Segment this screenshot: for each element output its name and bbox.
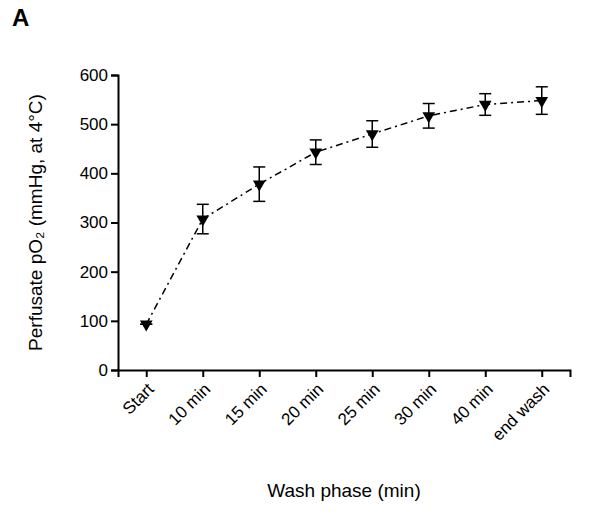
x-tick-mark (315, 370, 317, 377)
y-tick: 500 (80, 115, 118, 134)
x-tick: 10 min (165, 370, 215, 429)
data-point (535, 97, 548, 108)
error-bar (310, 140, 322, 165)
x-tick-mark (541, 370, 543, 377)
error-bar-cap (536, 86, 548, 88)
y-tick-mark (111, 222, 118, 224)
data-point (196, 215, 209, 226)
y-tick: 300 (80, 213, 118, 232)
x-tick-mark (146, 370, 148, 377)
y-tick-mark (111, 320, 118, 322)
y-tick-mark (111, 271, 118, 273)
data-point (253, 180, 266, 191)
x-tick-mark (259, 370, 261, 377)
error-bar-cap (366, 120, 378, 122)
x-tick-label: end wash (488, 380, 553, 445)
y-tick-label: 100 (80, 312, 108, 331)
chart: 0 100 200 300 400 500 600 Start10 min15 min20 m… (0, 0, 590, 523)
data-line (146, 101, 542, 325)
error-bar-cap (423, 127, 435, 129)
y-tick-mark (111, 124, 118, 126)
x-tick-label: 15 min (221, 380, 271, 430)
x-tick-label: 10 min (165, 380, 215, 430)
y-axis-title: Perfusate pO₂ (mmHg, at 4°C) (25, 94, 46, 351)
data-point (140, 321, 153, 332)
data-point (422, 112, 435, 123)
error-bar (197, 204, 209, 234)
x-tick-label: 25 min (334, 380, 384, 430)
error-bar (253, 167, 265, 201)
error-bar-cap (366, 147, 378, 149)
x-axis-line (119, 371, 571, 378)
y-tick-label: 500 (80, 115, 108, 134)
data-point (366, 130, 379, 141)
x-tick-label: 40 min (447, 380, 497, 430)
y-tick-mark (111, 75, 118, 77)
y-axis-line (111, 76, 119, 371)
x-tick: 30 min (391, 370, 441, 429)
y-tick-label: 300 (80, 213, 108, 232)
x-tick-mark (202, 370, 204, 377)
y-tick: 0 (99, 361, 118, 380)
data-point (479, 101, 492, 112)
error-bar-cap (423, 103, 435, 105)
y-tick-label: 200 (80, 263, 108, 282)
x-tick: 15 min (221, 370, 271, 429)
x-tick-mark (372, 370, 374, 377)
plot-area (140, 87, 548, 332)
data-point (309, 149, 322, 160)
error-bar (423, 104, 435, 129)
x-axis-title: Wash phase (min) (267, 480, 420, 501)
error-bar-cap (536, 114, 548, 116)
error-bar-cap (479, 93, 491, 95)
error-bar-cap (253, 201, 265, 203)
x-axis: Start10 min15 min20 min25 min30 min40 mi… (119, 370, 571, 444)
y-tick: 600 (80, 66, 118, 85)
x-tick-label: 30 min (391, 380, 441, 430)
x-tick-label: Start (119, 379, 158, 418)
error-bar-cap (479, 115, 491, 117)
x-tick: 25 min (334, 370, 384, 429)
error-bar-cap (197, 233, 209, 235)
error-bar-cap (310, 164, 322, 166)
y-axis: 0 100 200 300 400 500 600 (80, 66, 119, 380)
y-tick-label: 0 (99, 361, 108, 380)
y-tick: 100 (80, 312, 118, 331)
x-tick: Start (119, 370, 158, 418)
x-tick-label: 20 min (278, 380, 328, 430)
x-tick: 20 min (278, 370, 328, 429)
error-bar (479, 94, 491, 116)
x-tick: end wash (488, 370, 553, 444)
panel-title: A (12, 4, 29, 31)
error-bar-cap (197, 204, 209, 206)
x-tick-mark (485, 370, 487, 377)
y-tick-label: 600 (80, 66, 108, 85)
y-tick-label: 400 (80, 164, 108, 183)
y-tick: 200 (80, 263, 118, 282)
error-bar-cap (310, 139, 322, 141)
x-tick-mark (428, 370, 430, 377)
error-bar (366, 121, 378, 148)
error-bar-cap (253, 166, 265, 168)
error-bar (536, 87, 548, 115)
x-tick: 40 min (447, 370, 497, 429)
y-tick-mark (111, 370, 118, 372)
y-tick-mark (111, 173, 118, 175)
y-tick: 400 (80, 164, 118, 183)
